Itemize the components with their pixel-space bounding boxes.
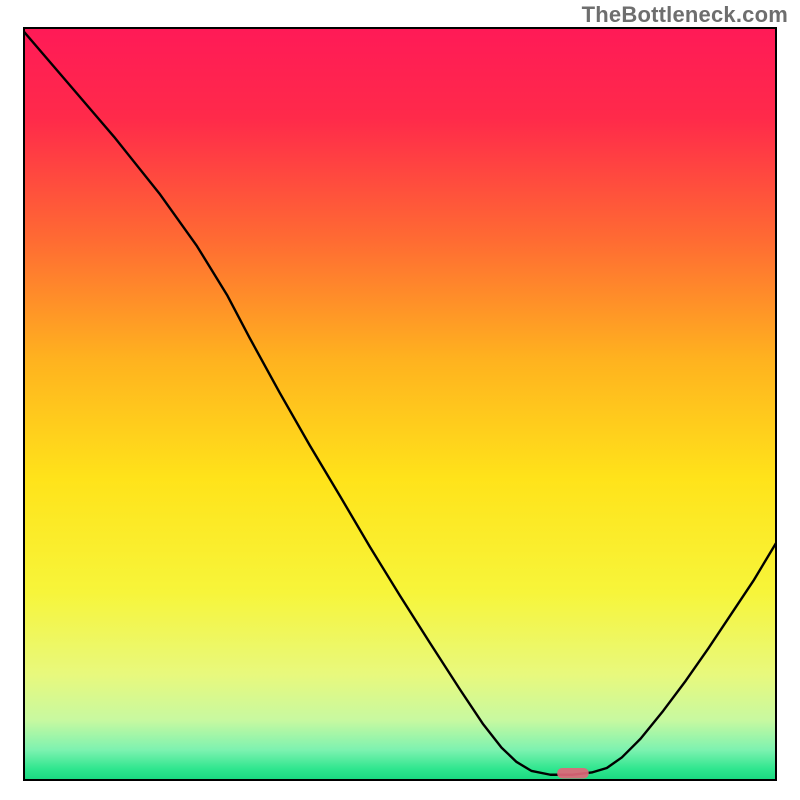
watermark: TheBottleneck.com: [582, 2, 788, 28]
bottleneck-chart: [0, 0, 800, 800]
optimal-marker: [557, 768, 589, 779]
gradient-background: [24, 28, 776, 780]
chart-container: TheBottleneck.com: [0, 0, 800, 800]
